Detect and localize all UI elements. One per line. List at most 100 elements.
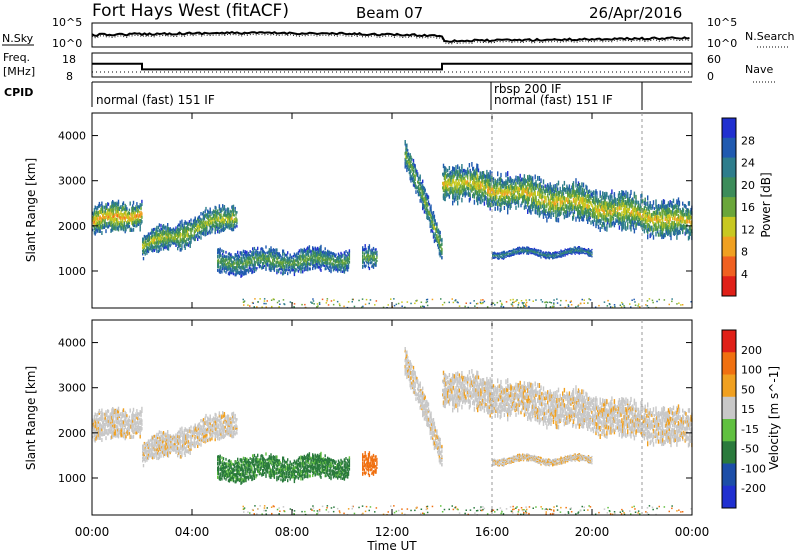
power-cell: [152, 229, 154, 233]
power-cell: [184, 246, 186, 250]
power-cell: [652, 235, 655, 240]
power-cell: [143, 234, 146, 238]
nsearch-tick-bottom: 10^0: [707, 37, 737, 50]
power-cell: [150, 244, 152, 248]
power-cell: [585, 194, 587, 200]
power-cell: [106, 213, 108, 217]
power-cell: [107, 208, 110, 212]
power-cell: [218, 230, 221, 234]
power-cell: [135, 205, 137, 209]
power-cell: [205, 223, 207, 227]
power-cell: [231, 211, 233, 215]
power-cell: [372, 265, 375, 269]
power-cell: [211, 227, 213, 231]
power-cell: [655, 199, 657, 205]
power-cell: [542, 191, 544, 195]
power-cell: [562, 202, 565, 206]
power-cell: [231, 223, 233, 227]
power-cell: [219, 260, 221, 264]
power-cell: [289, 253, 291, 257]
power-cell: [211, 216, 213, 220]
power-cell: [96, 207, 98, 211]
power-cell: [234, 218, 236, 222]
power-cell: [175, 230, 177, 234]
power-cell: [217, 251, 219, 255]
power-cell: [304, 255, 306, 259]
power-cell: [562, 192, 565, 196]
power-cell: [207, 231, 210, 235]
power-cell: [288, 256, 291, 259]
power-cell: [212, 224, 214, 228]
power-cell: [217, 216, 220, 219]
power-cell: [222, 221, 224, 225]
power-cell: [410, 169, 412, 173]
power-cell: [99, 224, 101, 229]
power-cell: [131, 206, 133, 211]
power-cell: [257, 246, 259, 250]
power-cell: [177, 247, 179, 251]
power-cell: [222, 227, 224, 232]
power-cell: [196, 233, 198, 237]
power-cell: [220, 213, 222, 217]
power-cell: [137, 220, 139, 223]
power-cell: [586, 214, 588, 220]
power-cell: [164, 225, 166, 229]
power-cell: [208, 214, 211, 218]
power-cell: [117, 213, 120, 218]
power-cell: [184, 226, 186, 231]
power-cell: [575, 216, 577, 222]
power-cell: [167, 237, 170, 241]
power-cell: [182, 226, 185, 229]
power-cell: [115, 210, 117, 214]
power-cell: [169, 231, 171, 234]
power-cell: [162, 240, 165, 245]
power-cell: [241, 257, 243, 261]
power-cell: [217, 254, 219, 258]
power-cell: [236, 219, 238, 223]
power-cell: [307, 265, 309, 269]
power-cell: [284, 258, 286, 261]
power-cell: [473, 199, 476, 205]
power-cell: [187, 233, 189, 237]
power-cell: [137, 205, 139, 208]
power-cell: [376, 259, 378, 262]
power-cell: [226, 223, 228, 227]
power-cell: [200, 219, 202, 223]
power-cell: [182, 231, 184, 235]
power-cell: [137, 206, 139, 210]
power-cell: [347, 269, 349, 272]
power-cell: [139, 219, 141, 224]
power-cell: [273, 257, 276, 261]
power-cell: [123, 221, 126, 224]
power-cell: [94, 205, 96, 210]
power-cell: [461, 197, 463, 203]
power-cell: [199, 231, 201, 234]
power-cell: [229, 223, 231, 227]
power-cell: [157, 245, 160, 249]
power-cell: [210, 211, 212, 214]
power-cell: [112, 218, 115, 223]
power-cell: [320, 268, 322, 272]
power-cell: [417, 185, 420, 188]
power-cell: [134, 214, 136, 218]
power-cell: [286, 268, 288, 271]
power-cell: [246, 250, 248, 254]
power-cell: [441, 255, 443, 259]
power-cell: [107, 215, 110, 219]
power-cell: [139, 212, 141, 217]
power-cell: [221, 257, 223, 261]
power-cell: [181, 226, 183, 230]
power-cell: [145, 243, 147, 246]
power-cell: [534, 190, 536, 196]
power-cell: [161, 232, 163, 235]
power-cell: [118, 207, 121, 210]
power-cell: [228, 215, 231, 219]
power-cell: [218, 220, 221, 225]
power-cell: [215, 220, 217, 225]
power-cell: [171, 231, 173, 234]
power-cell: [498, 252, 501, 254]
power-cell: [173, 232, 176, 235]
power-cell: [202, 222, 204, 225]
power-cell: [172, 237, 174, 240]
power-cell: [489, 202, 491, 208]
